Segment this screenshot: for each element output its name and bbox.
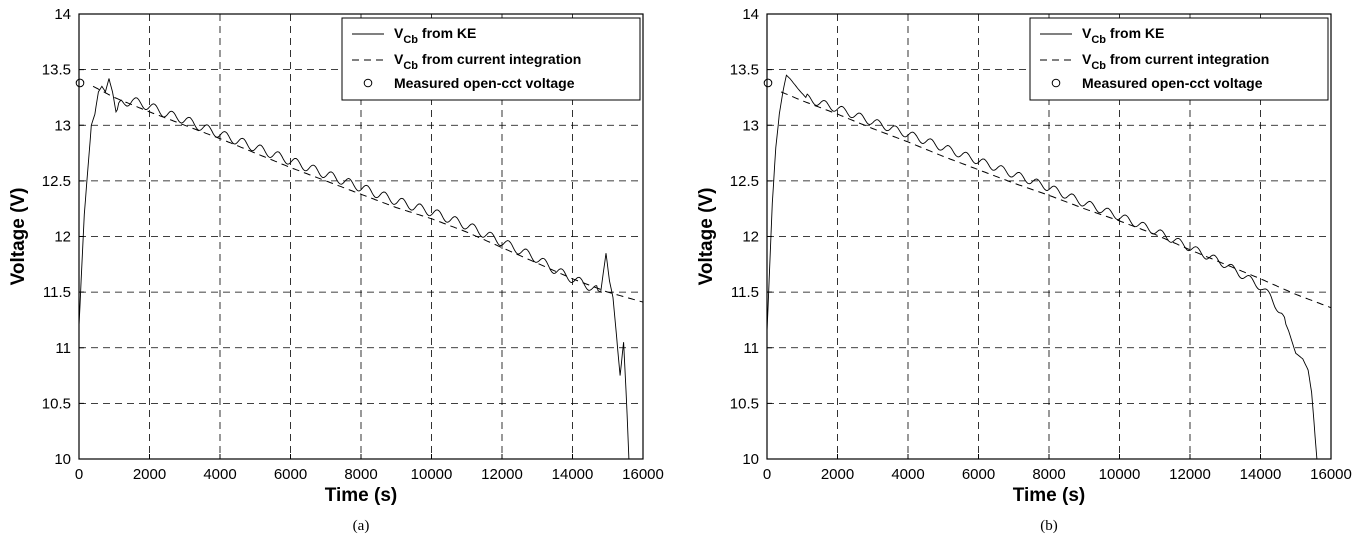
- legend-entry-rest: from current integration: [1106, 51, 1269, 67]
- legend-entry-main: V: [1082, 51, 1092, 67]
- axes-frame: [78, 13, 644, 460]
- figure-caption: (a): [353, 518, 370, 534]
- y-tick-label: 13: [742, 117, 759, 134]
- legend-entry-marker: Measured open-cct voltage: [394, 75, 575, 91]
- legend-entry-rest: from KE: [418, 25, 476, 41]
- legend-entry: VCb from current integration: [394, 51, 581, 72]
- y-tick-label: 12.5: [42, 173, 71, 190]
- x-tick-label: 10000: [411, 466, 453, 483]
- x-tick-label: 2000: [821, 466, 854, 483]
- legend-entry: VCb from current integration: [1082, 51, 1269, 72]
- y-axis-label: Voltage (V): [696, 188, 717, 286]
- y-tick-label: 10: [742, 451, 759, 468]
- legend-entry-sub: Cb: [403, 34, 418, 46]
- legend-swatch-marker: [1051, 78, 1061, 88]
- y-tick-label: 11: [55, 340, 71, 357]
- x-tick-label: 0: [75, 466, 83, 483]
- x-tick-label: 12000: [481, 466, 523, 483]
- x-tick-label: 14000: [552, 466, 594, 483]
- x-tick-label: 10000: [1099, 466, 1141, 483]
- legend-entry: VCb from KE: [1082, 25, 1164, 46]
- x-tick-label: 0: [763, 466, 771, 483]
- series-line-current-integration: [92, 85, 643, 303]
- y-tick-label: 10.5: [42, 395, 71, 412]
- y-tick-label: 12: [742, 229, 759, 246]
- x-tick-label: 6000: [962, 466, 995, 483]
- legend-entry-main: V: [1082, 25, 1092, 41]
- axes-frame: [766, 13, 1332, 460]
- x-tick-label: 16000: [1310, 466, 1352, 483]
- y-tick-label: 12.5: [730, 173, 759, 190]
- x-axis-label: Time (s): [1013, 485, 1086, 506]
- series-line-ke: [79, 78, 630, 459]
- y-tick-label: 11.5: [43, 284, 71, 301]
- x-tick-label: 6000: [274, 466, 307, 483]
- legend-box: [1029, 17, 1329, 101]
- measured-voltage-marker: [75, 78, 85, 88]
- measured-voltage-marker: [763, 78, 773, 88]
- y-axis-label: Voltage (V): [8, 188, 29, 286]
- x-tick-label: 4000: [891, 466, 924, 483]
- legend-entry-main: V: [394, 51, 404, 67]
- y-tick-label: 13.5: [730, 62, 759, 79]
- series-line-ke: [767, 74, 1318, 459]
- x-tick-label: 12000: [1169, 466, 1211, 483]
- y-tick-label: 14: [742, 6, 759, 23]
- x-tick-label: 14000: [1240, 466, 1282, 483]
- y-tick-label: 14: [54, 6, 71, 23]
- legend-entry-sub: Cb: [1091, 60, 1106, 72]
- y-tick-label: 11.5: [731, 284, 759, 301]
- legend-entry-sub: Cb: [1091, 34, 1106, 46]
- y-tick-label: 11: [743, 340, 759, 357]
- chart-panel-a: 0 2000 4000 6000 8000 10000 12000 14000 16000 10 1…: [8, 6, 664, 534]
- legend-entry-main: V: [394, 25, 404, 41]
- x-axis-label: Time (s): [325, 485, 398, 506]
- legend-entry-sub: Cb: [403, 60, 418, 72]
- legend-swatch-marker: [363, 78, 373, 88]
- y-tick-label: 10: [54, 451, 71, 468]
- series-line-current-integration: [780, 91, 1331, 309]
- x-tick-label: 16000: [622, 466, 664, 483]
- legend-box: [341, 17, 641, 101]
- legend-entry-rest: from KE: [1106, 25, 1164, 41]
- y-tick-label: 13: [54, 117, 71, 134]
- legend-entry: VCb from KE: [394, 25, 476, 46]
- y-tick-label: 12: [54, 229, 71, 246]
- x-tick-label: 8000: [344, 466, 377, 483]
- legend-entry-marker: Measured open-cct voltage: [1082, 75, 1263, 91]
- x-tick-label: 2000: [133, 466, 166, 483]
- x-tick-label: 4000: [203, 466, 236, 483]
- figure-caption: (b): [1040, 518, 1058, 534]
- y-tick-label: 13.5: [42, 62, 71, 79]
- x-tick-label: 8000: [1032, 466, 1065, 483]
- legend-entry-rest: from current integration: [418, 51, 581, 67]
- y-tick-label: 10.5: [730, 395, 759, 412]
- chart-panel-b: 0 2000 4000 6000 8000 10000 12000 14000 16000 10 1…: [696, 6, 1352, 534]
